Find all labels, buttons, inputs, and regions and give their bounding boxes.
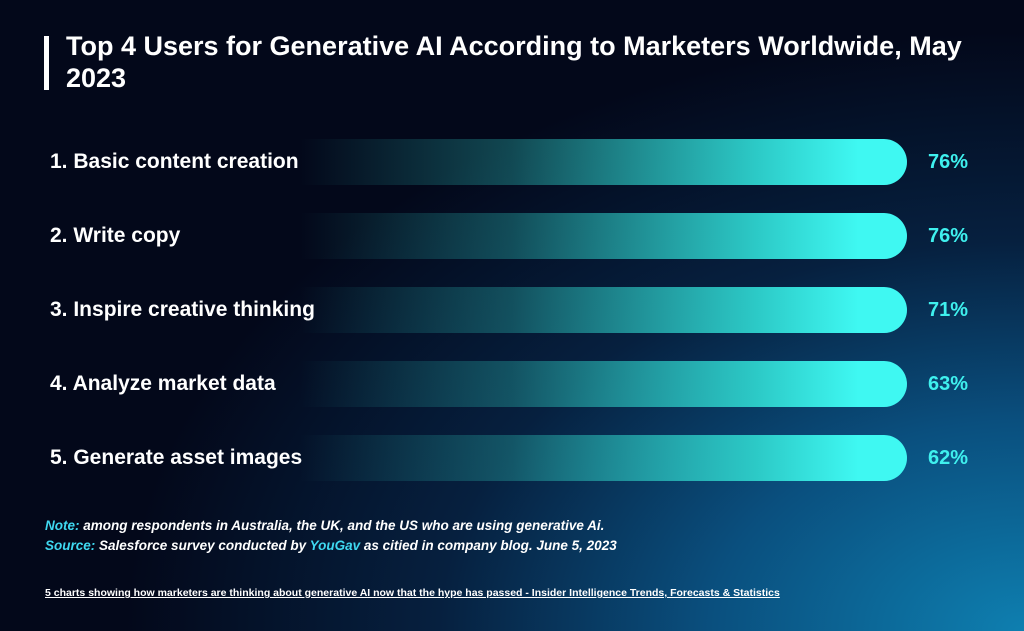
bar-label: 1. Basic content creation xyxy=(50,150,299,173)
bar-label: 2. Write copy xyxy=(50,224,181,247)
note-text: among respondents in Australia, the UK, … xyxy=(79,518,605,533)
note-line: Note: among respondents in Australia, th… xyxy=(45,518,604,533)
title-accent-bar xyxy=(44,36,49,90)
source-text: Salesforce survey conducted by xyxy=(95,538,310,553)
source-line: Source: Salesforce survey conducted by Y… xyxy=(45,538,617,553)
bar-row: 5. Generate asset images 62% xyxy=(0,435,1024,481)
bar xyxy=(300,287,907,333)
bar xyxy=(300,435,907,481)
bar-label: 4. Analyze market data xyxy=(50,372,276,395)
source-highlight: YouGav xyxy=(309,538,361,553)
value-label: 76% xyxy=(928,225,969,247)
source-label: Source: xyxy=(45,538,96,553)
bar xyxy=(300,139,907,185)
bar-row: 4. Analyze market data 63% xyxy=(0,361,1024,407)
bar-row: 2. Write copy 76% xyxy=(0,213,1024,259)
bar-label: 3. Inspire creative thinking xyxy=(50,298,315,321)
bar-row: 1. Basic content creation 76% xyxy=(0,139,1024,185)
chart-title: Top 4 Users for Generative AI According … xyxy=(66,31,962,93)
source-text-end: as citied in company blog. June 5, 2023 xyxy=(360,538,617,553)
bar xyxy=(300,213,907,259)
value-label: 71% xyxy=(928,299,969,321)
bar-label: 5. Generate asset images xyxy=(50,446,303,469)
note-label: Note: xyxy=(45,518,80,533)
value-label: 76% xyxy=(928,151,969,173)
article-link[interactable]: 5 charts showing how marketers are think… xyxy=(45,587,780,599)
bar xyxy=(300,361,907,407)
value-label: 62% xyxy=(928,447,969,469)
value-label: 63% xyxy=(928,373,969,395)
bar-row: 3. Inspire creative thinking 71% xyxy=(0,287,1024,333)
